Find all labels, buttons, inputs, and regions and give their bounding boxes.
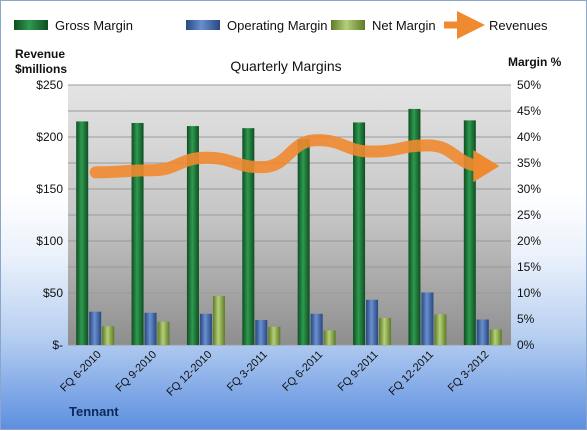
category-labels: FQ 6-2010 FQ 9-2010 FQ 12-2010 FQ 3-2011 FQ … [58,349,491,399]
left-axis-ticks: $- $50 $100 $150 $200 $250 [36,78,63,352]
net-margin-bar [212,296,225,345]
net-margin-bar [157,321,170,345]
revenues-line [89,134,500,183]
category-label: FQ 12-2011 [387,349,436,398]
legend-swatch-net-margin [331,20,365,30]
category-label: FQ 6-2011 [280,349,325,394]
legend-label-gross-margin: Gross Margin [55,18,133,33]
operating-margin-bar [255,320,268,345]
gross-margin-bar [353,122,366,345]
category-label: FQ 9-2011 [336,349,381,394]
right-tick-label: 0% [517,338,535,352]
right-tick-label: 5% [517,312,535,326]
right-axis-ticks: 0% 5% 10% 15% 20% 25% 30% 35% 40% 45% 50% [517,78,541,352]
bar-series [76,108,502,346]
right-tick-label: 30% [517,182,541,196]
legend-swatch-operating-margin [186,20,220,30]
legend-label-revenues: Revenues [489,18,548,33]
left-tick-label: $200 [36,130,63,144]
left-axis-title-line2: $millions [15,62,67,76]
legend-swatch-gross-margin [14,20,48,30]
operating-margin-bar [144,312,157,345]
gross-margin-bar [297,139,310,345]
left-tick-label: $100 [36,234,63,248]
revenues-line-path [89,134,490,179]
chart-title: Quarterly Margins [230,58,341,74]
left-tick-label: $250 [36,78,63,92]
right-tick-label: 10% [517,286,541,300]
operating-margin-bar [199,313,212,345]
left-tick-label: $- [52,338,63,352]
right-tick-label: 45% [517,104,541,118]
net-margin-bar [323,330,336,345]
company-label: Tennant [69,404,119,419]
right-tick-label: 40% [517,130,541,144]
operating-margin-bar [476,319,489,345]
right-tick-label: 15% [517,260,541,274]
operating-margin-bar [421,292,434,345]
right-tick-label: 25% [517,208,541,222]
gross-margin-bar [131,122,144,346]
net-margin-bar [489,329,502,345]
legend: Gross Margin Operating Margin Net Margin… [14,11,548,39]
left-axis-title-line1: Revenue [15,47,65,61]
category-label: FQ 9-2010 [114,349,160,395]
legend-label-operating-margin: Operating Margin [227,18,327,33]
net-margin-bar [102,326,115,345]
operating-margin-bar [89,311,102,345]
gross-margin-bar [242,128,255,345]
right-tick-label: 20% [517,234,541,248]
left-tick-label: $150 [36,182,63,196]
gross-margin-bar [408,108,421,345]
legend-label-net-margin: Net Margin [372,18,436,33]
operating-margin-bar [366,299,379,345]
category-label: FQ 3-2011 [225,349,270,394]
category-label: FQ 6-2010 [58,349,104,395]
left-tick-label: $50 [43,286,63,300]
right-axis-title: Margin % [508,55,562,69]
net-margin-bar [434,314,447,345]
right-tick-label: 35% [517,156,541,170]
right-tick-label: 50% [517,78,541,92]
revenues-arrowhead [473,150,500,183]
category-label: FQ 3-2012 [446,349,492,395]
gross-margin-bar [186,126,199,345]
net-margin-bar [268,326,281,345]
gross-margin-bar [76,121,89,346]
net-margin-bar [379,317,392,345]
category-label: FQ 12-2010 [165,349,215,399]
operating-margin-bar [310,313,323,345]
gross-margin-bar [463,120,476,345]
